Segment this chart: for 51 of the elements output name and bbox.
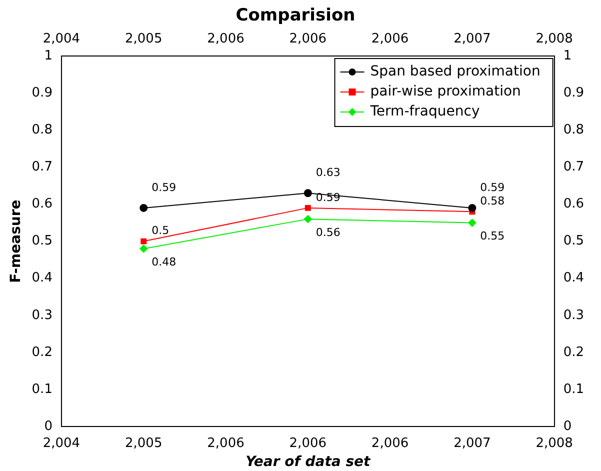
data-label: 0.58 [480, 194, 505, 208]
y-tick-label: 0.4 [32, 270, 52, 286]
x2-tick-label: 2,006 [289, 32, 327, 47]
data-label: 0.55 [480, 230, 505, 243]
chart-title: Comparision [236, 6, 356, 26]
x-tick-label: 2,008 [536, 436, 573, 451]
data-label: 0.63 [316, 166, 340, 179]
x2-tick-label: 2,006 [371, 32, 409, 47]
y-tick-label: 0.2 [32, 344, 52, 360]
data-label: 0.5 [152, 224, 170, 238]
x-tick-label: 2,006 [371, 436, 409, 451]
y2-tick-label: 0.9 [563, 85, 584, 100]
y-tick-label: 1 [44, 48, 52, 64]
y-tick-label: 0.3 [32, 308, 52, 323]
x-tick-label: 2,004 [42, 436, 80, 451]
y2-tick-label: 0.6 [563, 196, 584, 212]
legend-label: Term-fraquency [369, 104, 480, 120]
y2-tick-label: 0 [563, 418, 572, 434]
data-label: 0.56 [316, 226, 340, 239]
y2-tick-label: 0.7 [563, 160, 584, 175]
y-tick-label: 0.8 [32, 122, 52, 138]
y-tick-label: 0.5 [32, 234, 52, 249]
y-tick-label: 0.6 [32, 196, 52, 212]
y-tick-label: 0.1 [32, 382, 52, 397]
y-axis-title: F-measure [8, 200, 24, 283]
y2-tick-label: 0.5 [563, 234, 584, 249]
x-tick-label: 2,006 [289, 436, 327, 451]
x2-tick-label: 2,007 [454, 32, 491, 47]
x2-tick-label: 2,008 [536, 32, 573, 47]
y-tick-label: 0.9 [32, 85, 52, 100]
y2-tick-label: 0.4 [563, 270, 584, 286]
x-axis-title: Year of data set [246, 454, 372, 470]
y2-tick-label: 1 [563, 48, 572, 64]
x-tick-label: 2,005 [125, 436, 162, 451]
y2-tick-label: 0.8 [563, 122, 584, 138]
data-label: 0.59 [316, 190, 340, 204]
data-label: 0.59 [152, 180, 176, 194]
y-tick-label: 0.7 [32, 160, 52, 175]
x2-tick-label: 2,004 [42, 32, 80, 47]
data-label: 0.59 [480, 180, 505, 194]
data-label: 0.48 [152, 256, 176, 269]
y2-tick-label: 0.3 [563, 308, 584, 323]
x-tick-label: 2,006 [207, 436, 244, 451]
legend-label: Span based proximation [370, 64, 540, 80]
x-tick-label: 2,007 [454, 436, 491, 451]
y2-tick-label: 0.2 [563, 344, 584, 360]
legend-label: pair-wise proximation [370, 84, 521, 100]
y2-tick-label: 0.1 [563, 382, 584, 397]
x2-tick-label: 2,006 [207, 32, 244, 47]
x2-tick-label: 2,005 [125, 32, 162, 47]
y-tick-label: 0 [44, 418, 52, 434]
